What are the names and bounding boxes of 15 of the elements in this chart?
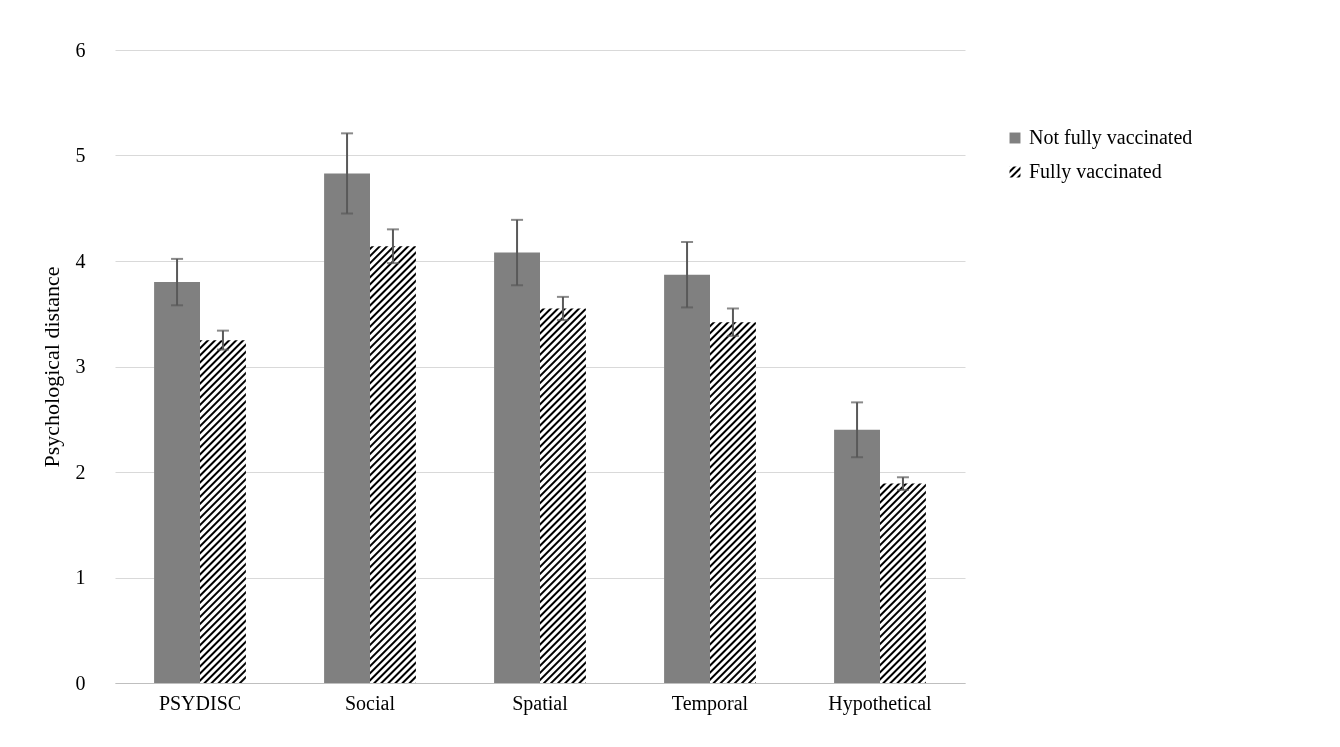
- y-tick-label: 2: [75, 460, 86, 483]
- y-tick-label: 5: [75, 144, 86, 166]
- y-tick-label: 6: [75, 38, 86, 61]
- x-tick-label: Hypothetical: [828, 691, 933, 715]
- y-tick-label: 4: [75, 249, 86, 272]
- x-tick-label: Spatial: [512, 691, 569, 715]
- legend-label: Not fully vaccinated: [1029, 126, 1193, 149]
- y-axis-title: Psychological distance: [38, 266, 64, 468]
- y-tick-label: 1: [75, 566, 86, 588]
- x-tick-label: PSYDISC: [158, 691, 242, 714]
- y-tick-label: 3: [75, 355, 86, 377]
- x-tick-label: Social: [345, 691, 396, 714]
- x-tick-label: Temporal: [671, 691, 749, 715]
- y-tick-label: 0: [75, 671, 86, 694]
- legend-label: Fully vaccinated: [1029, 160, 1162, 183]
